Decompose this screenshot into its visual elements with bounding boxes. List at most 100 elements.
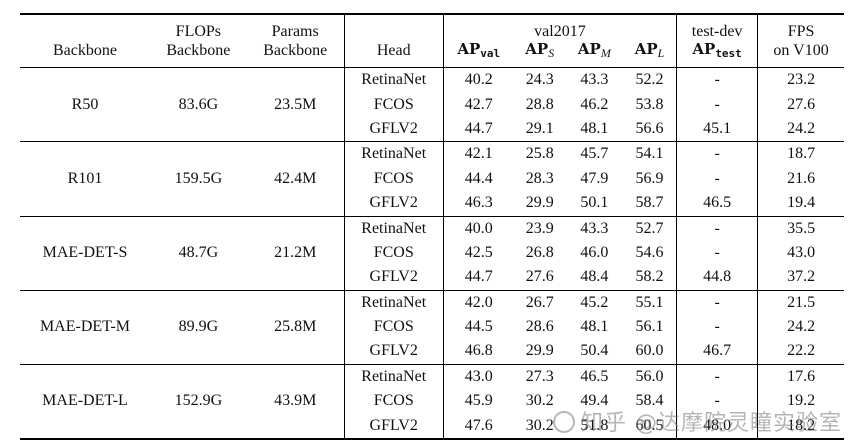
header-ap-s: APS: [525, 40, 555, 61]
header-params-line2: Backbone: [263, 42, 328, 60]
ap-m-cell: 48.1: [580, 119, 609, 137]
ap-l-cell: 56.6: [635, 119, 664, 137]
ap-l-cell: 56.9: [635, 169, 664, 187]
fps-cell: 37.2: [757, 265, 844, 291]
ap-s-cell: 27.3: [525, 367, 554, 385]
backbone-cell: R101: [67, 169, 103, 187]
fps-cell: 21.5: [757, 290, 844, 316]
ap-s-cell: 26.7: [525, 293, 554, 311]
ap-m-cell: 43.3: [580, 71, 609, 89]
ap-val-cell: 40.2: [442, 67, 514, 93]
head-cell: RetinaNet: [343, 364, 444, 390]
ap-l-cell: 60.0: [635, 342, 664, 360]
ap-s-cell: 25.8: [525, 145, 554, 163]
ap-s-cell: 24.3: [525, 71, 554, 89]
header-head-spacer: [343, 14, 444, 42]
table-row: FCOS 42.7 28.8 46.2 53.8-27.6: [20, 92, 844, 117]
ap-m-cell: 45.2: [580, 293, 609, 311]
fps-cell: 22.2: [757, 339, 844, 365]
ap-val-cell: 44.5: [442, 315, 514, 340]
table-row: R101 159.5G 42.4M RetinaNet 42.1 25.8 45.7 54.1…: [20, 141, 844, 187]
table-row: R50 83.6G 23.5M RetinaNet 40.2 24.3 43.3 52.2-2…: [20, 67, 844, 113]
results-table: FLOPs Params val2017 test-dev FPS Backbo…: [20, 13, 844, 440]
params-cell: 23.5M: [274, 95, 317, 113]
flops-cell: 48.7G: [178, 243, 219, 261]
fps-cell: 19.4: [757, 191, 844, 217]
fps-cell: 17.6: [757, 364, 844, 390]
ap-l-cell: 54.6: [635, 243, 664, 261]
ap-m-cell: 46.2: [580, 95, 609, 113]
ap-test-cell: -: [676, 92, 758, 117]
ap-val-cell: 44.7: [442, 265, 514, 291]
ap-l-cell: 58.4: [635, 392, 664, 410]
backbone-cell: MAE-DET-L: [42, 392, 128, 410]
ap-test-cell: 48.0: [676, 413, 758, 440]
ap-test-cell: -: [676, 290, 758, 316]
ap-l-cell: 56.1: [635, 318, 664, 336]
fps-cell: 18.2: [757, 413, 844, 440]
table-row: GFLV2 47.6 30.2 51.8 60.5 48.0 18.2: [20, 413, 844, 440]
table-row: MAE-DET-S 48.7G 21.2M RetinaNet 40.0 23.9 43.3…: [20, 216, 844, 261]
ap-l-cell: 53.8: [635, 95, 664, 113]
ap-m-cell: 48.4: [580, 268, 609, 286]
header-flops-line2: Backbone: [166, 42, 231, 60]
ap-m-cell: 45.7: [580, 145, 609, 163]
ap-s-cell: 28.3: [525, 169, 554, 187]
ap-test-cell: -: [676, 389, 758, 414]
header-val-group: val2017: [442, 14, 677, 42]
head-cell: RetinaNet: [343, 290, 444, 316]
head-cell: RetinaNet: [343, 216, 444, 241]
ap-val-cell: 42.5: [442, 240, 514, 266]
ap-s-cell: 28.8: [525, 95, 554, 113]
flops-cell: 152.9G: [174, 392, 223, 410]
ap-m-cell: 46.0: [580, 243, 609, 261]
table-row: GFLV2 44.7 27.6 48.4 58.2 44.8 37.2: [20, 265, 844, 291]
ap-l-cell: 56.0: [635, 367, 664, 385]
ap-s-cell: 30.2: [525, 392, 554, 410]
ap-test-cell: -: [676, 364, 758, 390]
ap-val-cell: 43.0: [442, 364, 514, 390]
table-row: MAE-DET-M 89.9G 25.8M RetinaNet 42.0 26.7 45.2…: [20, 290, 844, 335]
ap-s-cell: 28.6: [525, 318, 554, 336]
backbone-cell: MAE-DET-M: [39, 318, 131, 336]
ap-m-cell: 50.4: [580, 342, 609, 360]
header-ap-l: APL: [634, 40, 665, 61]
ap-l-cell: 52.7: [635, 219, 664, 237]
head-cell: FCOS: [343, 240, 444, 266]
header-head: Head: [343, 41, 444, 68]
table-row: FCOS 44.5 28.6 48.1 56.1-24.2: [20, 315, 844, 340]
ap-test-cell: -: [676, 240, 758, 266]
head-cell: FCOS: [343, 389, 444, 414]
ap-m-cell: 46.5: [580, 367, 609, 385]
ap-val-cell: 42.1: [442, 141, 514, 167]
header-backbone: Backbone: [53, 42, 117, 60]
ap-s-cell: 27.6: [525, 268, 554, 286]
ap-val-cell: 44.4: [442, 166, 514, 192]
header-backbone-spacer: [20, 14, 150, 41]
table-row: MAE-DET-L 152.9G 43.9M RetinaNet 43.0 27.3 46.…: [20, 364, 844, 409]
ap-m-cell: 51.8: [580, 416, 609, 434]
ap-test-cell: -: [676, 315, 758, 340]
ap-test-cell: -: [676, 216, 758, 241]
ap-val-cell: 46.3: [442, 191, 514, 217]
ap-s-cell: 30.2: [525, 416, 554, 434]
header-ap-test: APtest: [676, 41, 758, 68]
head-cell: GFLV2: [343, 191, 444, 217]
ap-test-cell: -: [676, 67, 758, 93]
ap-s-cell: 29.9: [525, 194, 554, 212]
table-row: FCOS 42.5 26.8 46.0 54.6-43.0: [20, 240, 844, 266]
ap-l-cell: 55.1: [635, 293, 664, 311]
fps-cell: 21.6: [757, 166, 844, 192]
params-cell: 21.2M: [274, 243, 317, 261]
header-fps-line2: on V100: [757, 41, 844, 68]
ap-s-cell: 26.8: [525, 243, 554, 261]
header-flops-line1: FLOPs: [175, 23, 222, 40]
flops-cell: 89.9G: [178, 318, 219, 336]
ap-val-cell: 42.7: [442, 92, 514, 117]
header-ap-m: APM: [577, 40, 611, 61]
params-cell: 42.4M: [274, 169, 317, 187]
params-cell: 25.8M: [274, 318, 317, 336]
fps-cell: 23.2: [757, 67, 844, 93]
table-row: GFLV2 46.8 29.9 50.4 60.0 46.7 22.2: [20, 339, 844, 365]
ap-test-cell: 46.7: [676, 339, 758, 365]
